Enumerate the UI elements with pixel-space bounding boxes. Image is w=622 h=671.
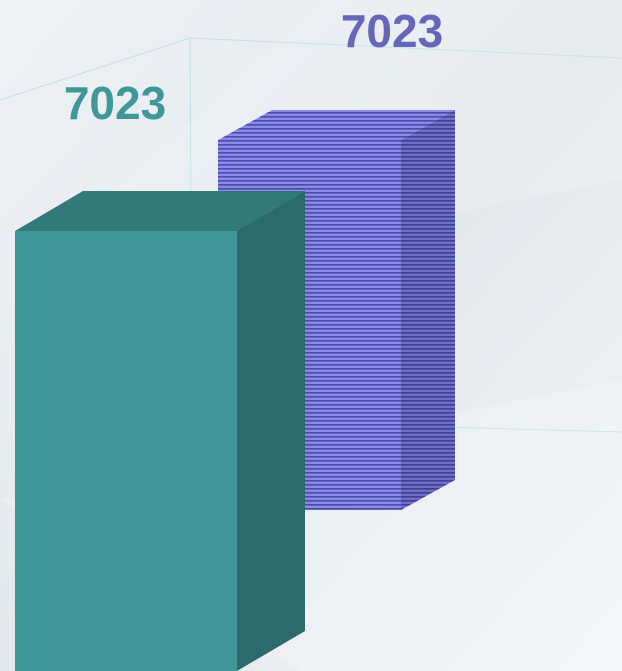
bar-front [15,231,237,671]
bar-top [218,110,455,140]
bars [15,110,455,671]
data-label: 7023 [64,77,166,129]
bar [15,191,305,671]
bar-side [237,191,305,671]
data-label: 7023 [341,5,443,57]
bar-side [401,110,455,510]
bar-side-shade [401,110,455,510]
bar-top [15,191,305,231]
